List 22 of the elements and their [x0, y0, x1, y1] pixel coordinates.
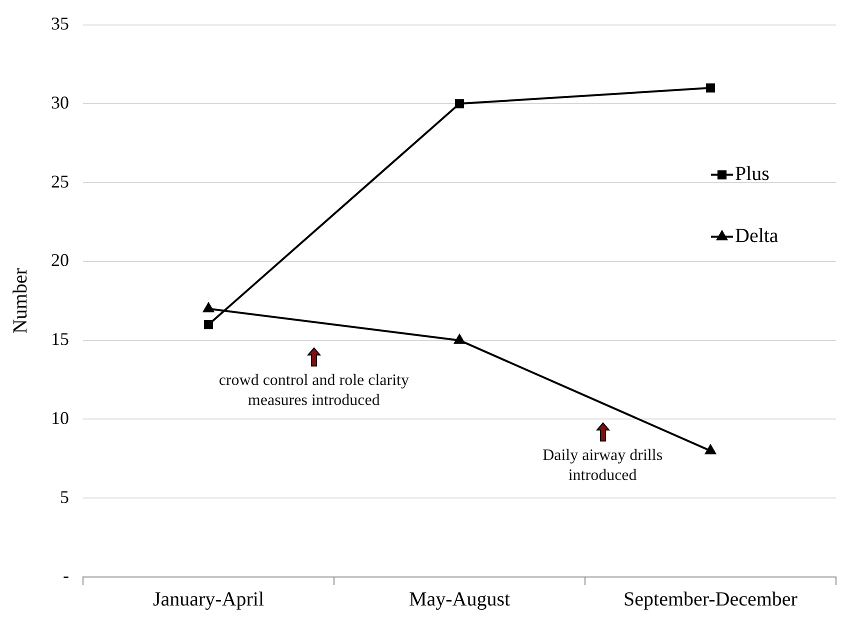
point — [204, 320, 214, 330]
annotation: Daily airway drills introduced — [542, 446, 664, 486]
y-tick-label: 15 — [51, 329, 69, 350]
x-tick-label: May-August — [408, 588, 510, 610]
legend-label: Delta — [735, 225, 778, 248]
point — [454, 99, 464, 108]
x-tick-label: January-April — [152, 588, 264, 610]
y-tick-label: 30 — [51, 92, 69, 112]
y-tick-label: 25 — [51, 171, 69, 192]
annotation: crowd control and role clarity measures introduced — [218, 370, 410, 411]
legend-label: Plus — [735, 163, 770, 186]
y-tick-label: 35 — [51, 14, 69, 34]
point — [203, 302, 214, 312]
x-tick-label: September-December — [624, 588, 798, 610]
y-axis-title: Number — [9, 268, 32, 334]
y-tick-label: - — [63, 566, 69, 586]
y-tick-label: 5 — [60, 486, 69, 507]
y-tick-label: 10 — [51, 408, 69, 428]
point — [706, 83, 716, 92]
point — [705, 444, 716, 454]
point — [454, 334, 465, 344]
y-tick-label: 20 — [51, 250, 69, 270]
